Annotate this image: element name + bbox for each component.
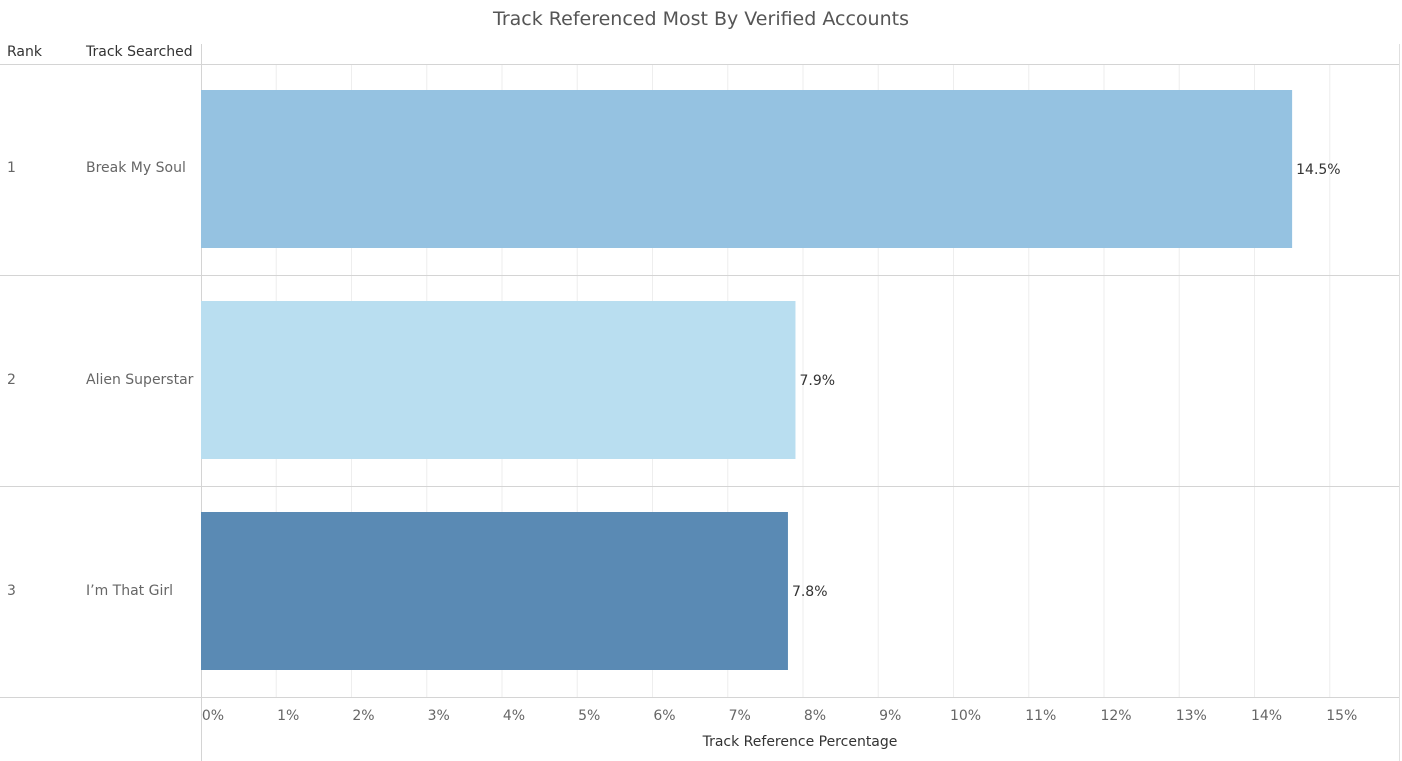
track-column-header: Track Searched xyxy=(86,44,193,60)
x-tick-label-12: 12% xyxy=(1100,708,1131,724)
track-label-3: I’m That Girl xyxy=(86,583,173,599)
x-tick-label-8: 8% xyxy=(804,708,826,724)
x-axis-title: Track Reference Percentage xyxy=(702,734,898,750)
x-tick-label-6: 6% xyxy=(653,708,675,724)
x-tick-label-5: 5% xyxy=(578,708,600,724)
x-tick-label-11: 11% xyxy=(1025,708,1056,724)
rank-1: 1 xyxy=(7,160,16,176)
bar-2 xyxy=(201,301,796,459)
rank-column-header: Rank xyxy=(7,44,42,60)
x-tick-label-0: 0% xyxy=(202,708,224,724)
chart-title: Track Referenced Most By Verified Accoun… xyxy=(493,8,909,30)
x-tick-label-9: 9% xyxy=(879,708,901,724)
bar-1 xyxy=(201,90,1293,248)
x-tick-label-3: 3% xyxy=(428,708,450,724)
x-tick-label-14: 14% xyxy=(1251,708,1282,724)
x-tick-label-10: 10% xyxy=(950,708,981,724)
x-tick-label-13: 13% xyxy=(1176,708,1207,724)
value-label-1: 14.5% xyxy=(1296,162,1340,178)
rank-3: 3 xyxy=(7,583,16,599)
value-label-3: 7.8% xyxy=(792,584,828,600)
rank-2: 2 xyxy=(7,372,16,388)
x-tick-label-1: 1% xyxy=(277,708,299,724)
track-label-1: Break My Soul xyxy=(86,160,186,176)
bar-3 xyxy=(201,512,788,670)
x-tick-label-15: 15% xyxy=(1326,708,1357,724)
value-label-2: 7.9% xyxy=(799,373,835,389)
x-tick-label-4: 4% xyxy=(503,708,525,724)
x-tick-label-2: 2% xyxy=(352,708,374,724)
track-label-2: Alien Superstar xyxy=(86,372,194,388)
x-tick-label-7: 7% xyxy=(729,708,751,724)
